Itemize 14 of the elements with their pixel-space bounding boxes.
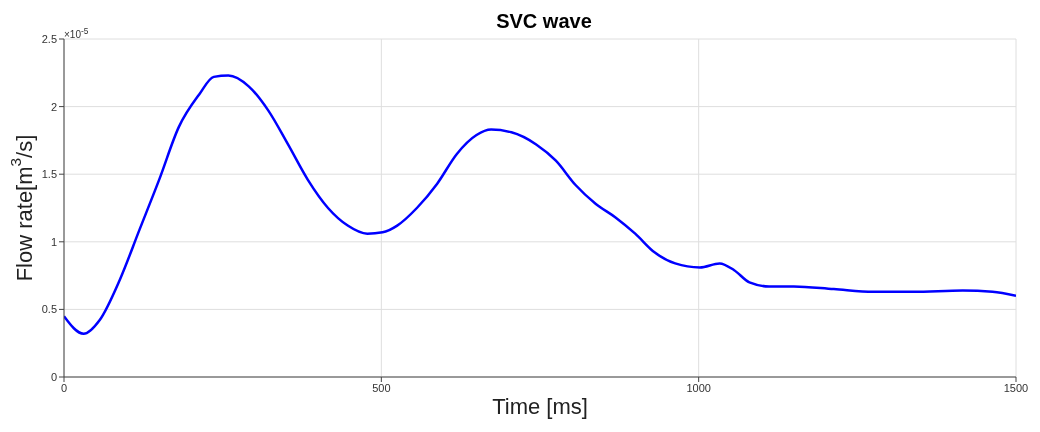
x-tick-label: 1500: [1003, 381, 1029, 394]
line-series: [64, 74, 1016, 335]
x-axis-title: Time [ms]: [492, 394, 588, 419]
y-tick-label: 2.5: [41, 32, 57, 45]
x-tick-label: 1000: [686, 381, 711, 394]
y-tick-label: 2: [50, 100, 57, 113]
y-tick-label: 0: [50, 370, 57, 383]
chart-title: SVC wave: [496, 10, 592, 32]
annotation: ×10$^{-5}$: [64, 26, 89, 41]
x-tick-label: 0: [60, 381, 68, 394]
y-tick-label: 1.5: [41, 168, 57, 181]
y-tick-label: 0.5: [41, 303, 57, 316]
y-tick-label: 1: [50, 235, 57, 248]
x-tick-label: 500: [372, 381, 391, 394]
